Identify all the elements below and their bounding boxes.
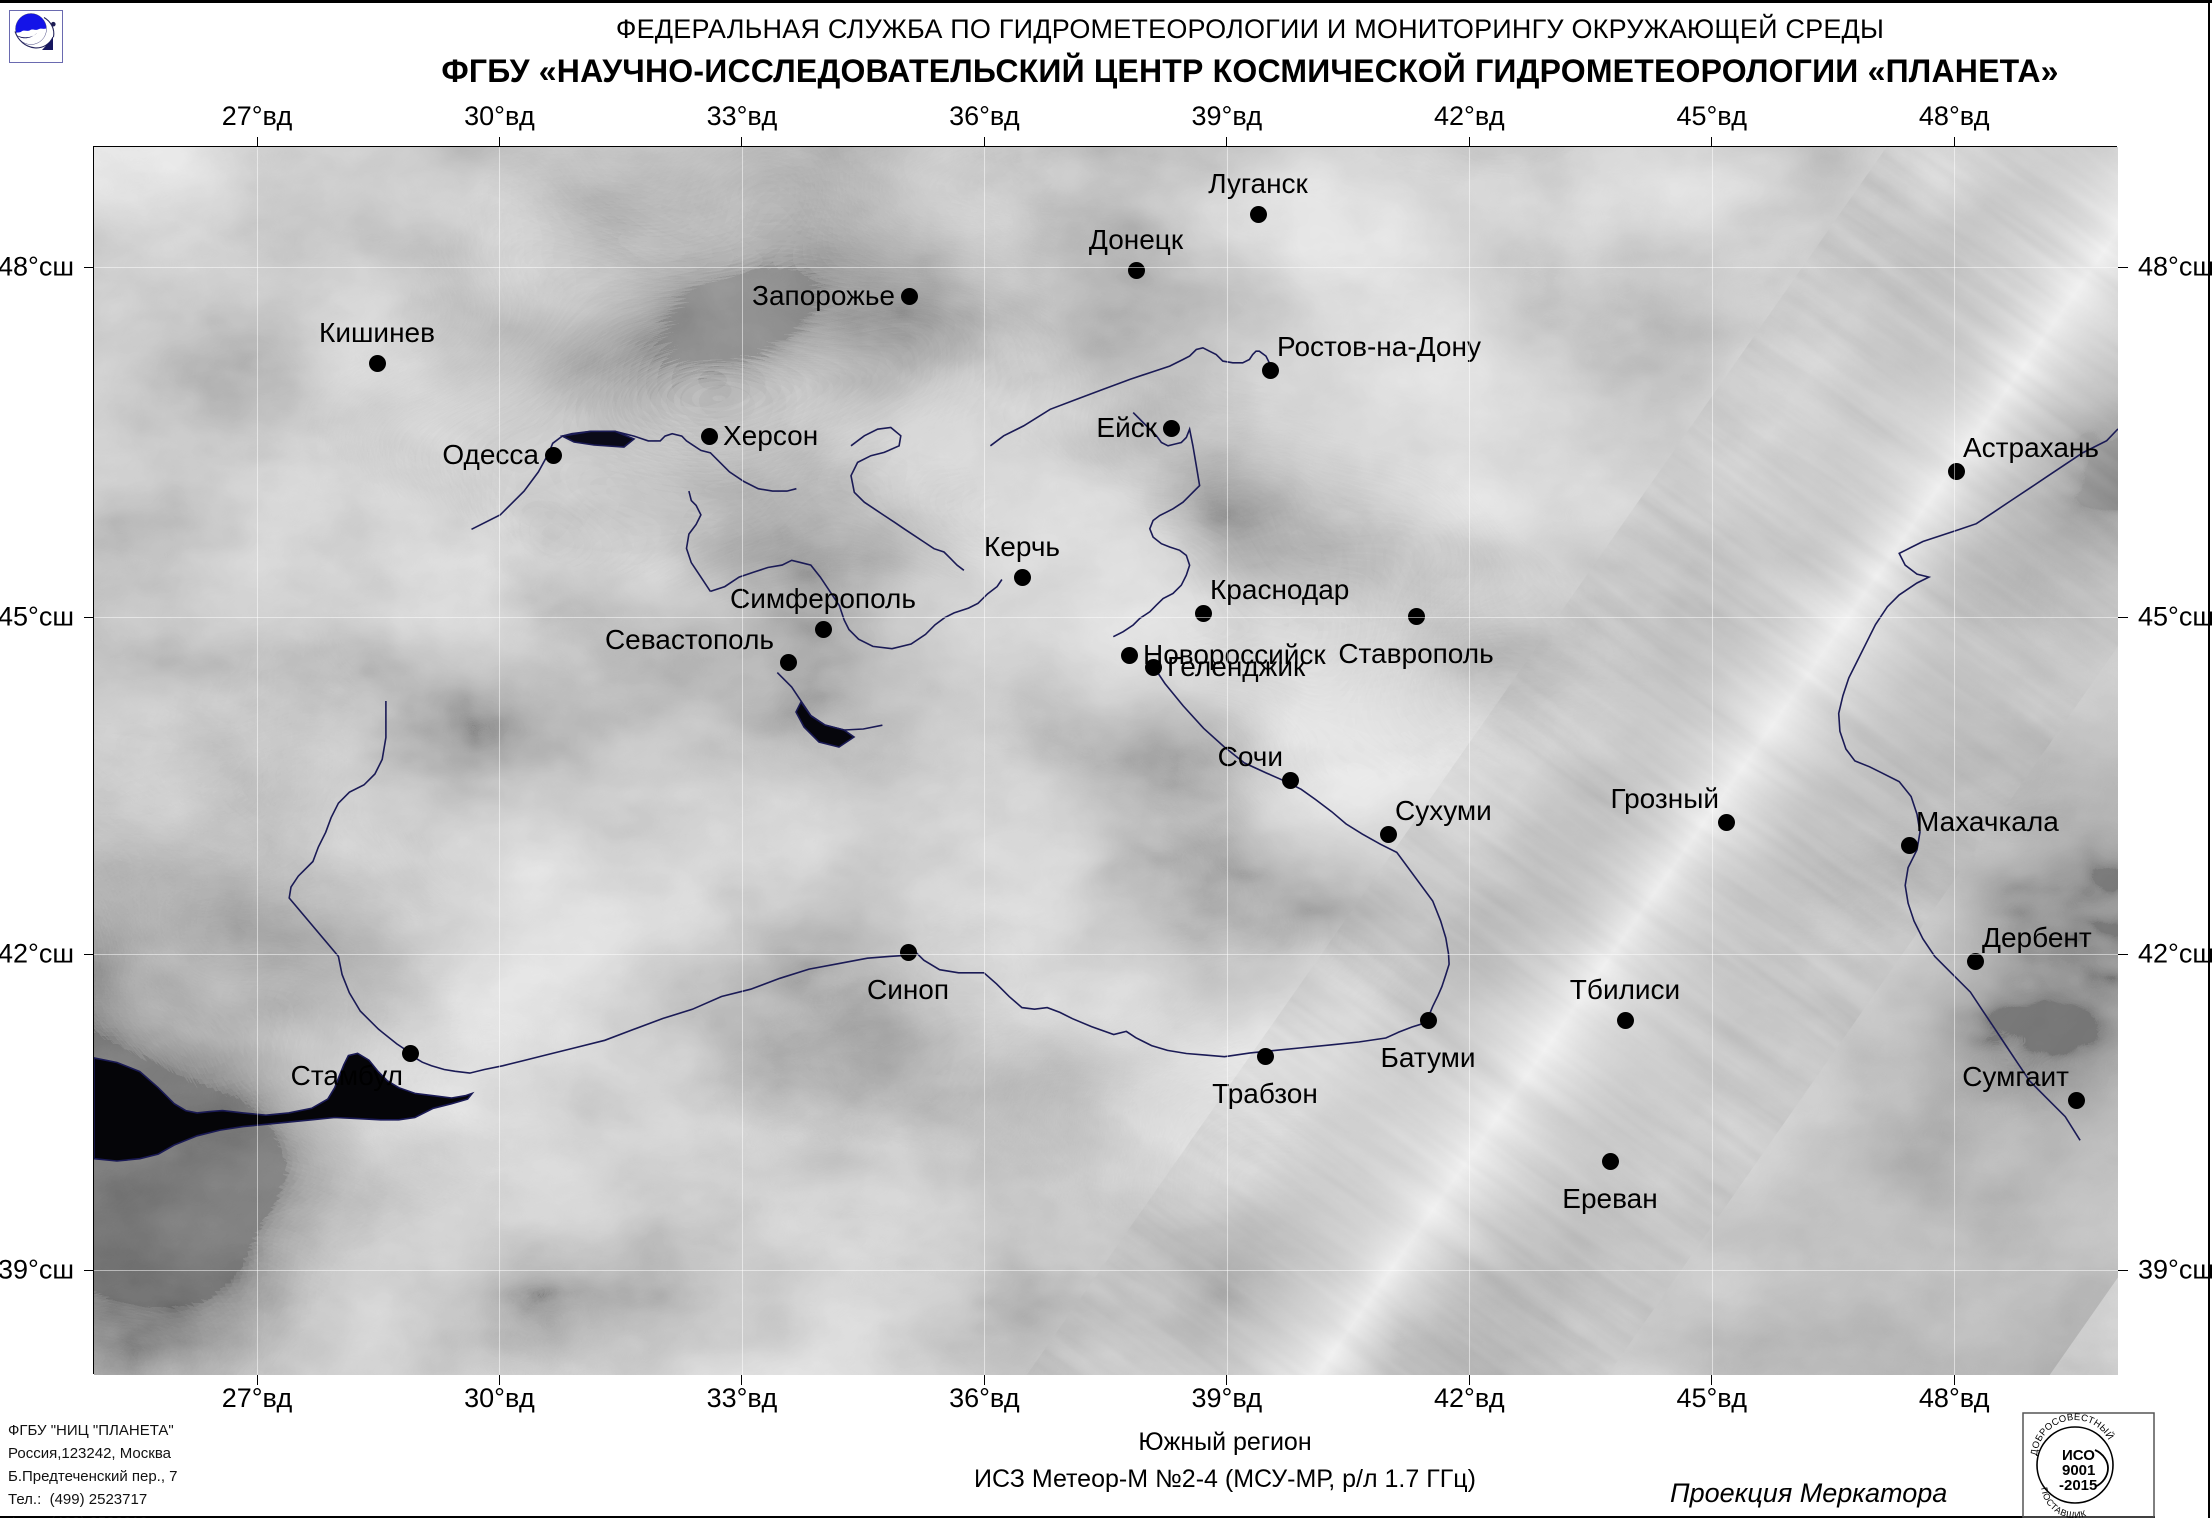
svg-text:-2015: -2015: [2059, 1477, 2097, 1494]
